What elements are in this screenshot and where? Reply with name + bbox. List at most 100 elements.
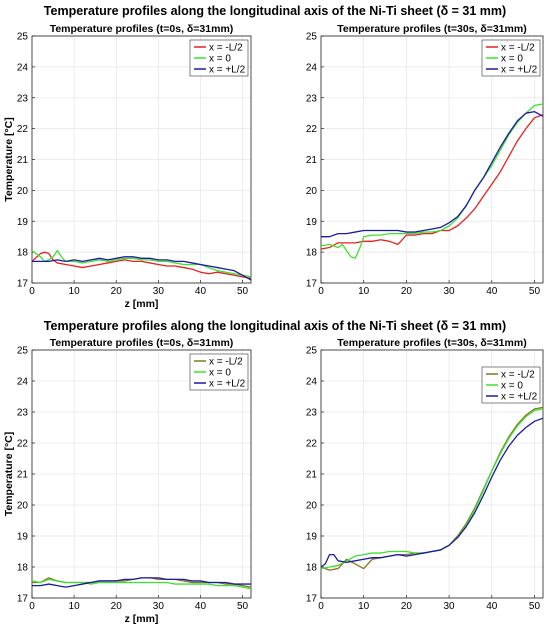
y-tick-label: 21 [17,470,29,481]
x-tick-label: 40 [195,601,207,612]
x-tick-label: 0 [29,601,35,612]
y-tick-label: 17 [17,594,29,605]
legend: x = -L/2x = 0x = +L/2 [189,353,249,391]
series-line-2 [321,103,543,259]
legend-label: x = +L/2 [209,379,246,390]
x-axis-label: z [mm] [125,613,159,625]
axes-frame [31,349,252,599]
series-line-3 [32,256,251,281]
y-tick-label: 21 [306,155,318,166]
y-tick-label: 20 [306,186,318,197]
chart-title: Temperature profiles (t=0s, δ=31mm) [50,337,234,349]
x-tick-label: 10 [358,601,370,612]
axes-frame [320,35,544,284]
legend-label: x = -L/2 [209,43,243,54]
y-tick-label: 20 [17,501,29,512]
x-tick-label: 20 [111,286,123,297]
x-tick-label: 0 [318,286,324,297]
x-tick-label: 50 [529,286,541,297]
y-tick-label: 19 [306,532,318,543]
y-tick-label: 19 [17,532,29,543]
series-line-1 [321,114,543,250]
y-tick-label: 23 [306,93,318,104]
y-tick-label: 19 [306,217,318,228]
x-tick-label: 50 [237,286,249,297]
legend-label: x = -L/2 [501,43,535,54]
series-line-3 [321,110,543,238]
figure-title-top: Temperature profiles along the longitudi… [44,4,506,18]
x-tick-label: 10 [358,286,370,297]
series-line-1 [32,251,251,280]
series-line-2 [32,578,251,590]
y-tick-label: 23 [306,408,318,419]
x-tick-label: 40 [195,286,207,297]
x-tick-label: 20 [401,601,413,612]
series-line-2 [32,249,251,278]
y-tick-label: 25 [306,346,318,357]
y-tick-label: 24 [306,62,318,73]
legend-label: x = 0 [501,381,523,392]
axes-frame [31,35,252,284]
x-tick-label: 40 [486,601,498,612]
y-tick-label: 20 [17,186,29,197]
x-tick-label: 0 [318,601,324,612]
legend-label: x = 0 [501,54,523,65]
y-tick-label: 18 [306,248,318,259]
y-tick-label: 25 [306,32,318,43]
legend-label: x = 0 [209,54,231,65]
legend-label: x = +L/2 [501,392,538,403]
chart-title: Temperature profiles (t=30s, δ=31mm) [337,337,526,349]
y-tick-label: 22 [306,439,318,450]
y-tick-label: 18 [17,248,29,259]
y-tick-label: 21 [17,155,29,166]
legend-box [481,366,541,404]
chart-3: Temperature profiles (t=0s, δ=31mm) 0 10 20… [3,337,252,625]
y-tick-label: 21 [306,470,318,481]
y-tick-label: 22 [17,439,29,450]
x-tick-label: 0 [29,286,35,297]
x-tick-label: 10 [69,286,81,297]
x-tick-label: 10 [69,601,81,612]
figure-title-bottom: Temperature profiles along the longitudi… [44,319,506,333]
y-tick-label: 22 [17,124,29,135]
y-tick-label: 18 [17,563,29,574]
x-tick-label: 30 [153,601,165,612]
legend-label: x = -L/2 [501,370,535,381]
x-tick-label: 40 [486,286,498,297]
x-tick-label: 50 [529,601,541,612]
y-axis-label: Temperature [°C] [3,117,15,202]
y-tick-label: 17 [306,594,318,605]
legend-label: x = +L/2 [209,65,246,76]
x-axis-label: z [mm] [125,298,159,310]
x-tick-label: 30 [153,286,165,297]
y-tick-label: 25 [17,346,29,357]
x-tick-label: 20 [401,286,413,297]
y-tick-label: 19 [17,217,29,228]
chart-title: Temperature profiles (t=30s, δ=31mm) [337,23,526,35]
series-line-3 [32,577,251,588]
y-tick-label: 25 [17,32,29,43]
y-tick-label: 24 [306,377,318,388]
y-tick-label: 24 [17,377,29,388]
y-tick-label: 23 [17,408,29,419]
x-tick-label: 20 [111,601,123,612]
chart-title: Temperature profiles (t=0s, δ=31mm) [50,23,234,35]
chart-1: Temperature profiles (t=0s, δ=31mm) 0 10 20… [3,23,252,310]
y-tick-label: 22 [306,124,318,135]
legend: x = -L/2x = 0x = +L/2 [481,366,541,404]
chart-4: Temperature profiles (t=30s, δ=31mm) 0 10 2… [306,337,544,612]
x-tick-label: 50 [237,601,249,612]
y-tick-label: 18 [306,563,318,574]
y-tick-label: 17 [17,279,29,290]
legend-label: x = 0 [209,368,231,379]
legend: x = -L/2x = 0x = +L/2 [189,39,249,77]
x-tick-label: 30 [444,286,456,297]
y-tick-label: 17 [306,279,318,290]
y-axis-label: Temperature [°C] [3,432,15,517]
legend-label: x = -L/2 [209,357,243,368]
y-tick-label: 23 [17,93,29,104]
y-tick-label: 24 [17,62,29,73]
legend: x = -L/2x = 0x = +L/2 [481,39,541,77]
x-tick-label: 30 [444,601,456,612]
